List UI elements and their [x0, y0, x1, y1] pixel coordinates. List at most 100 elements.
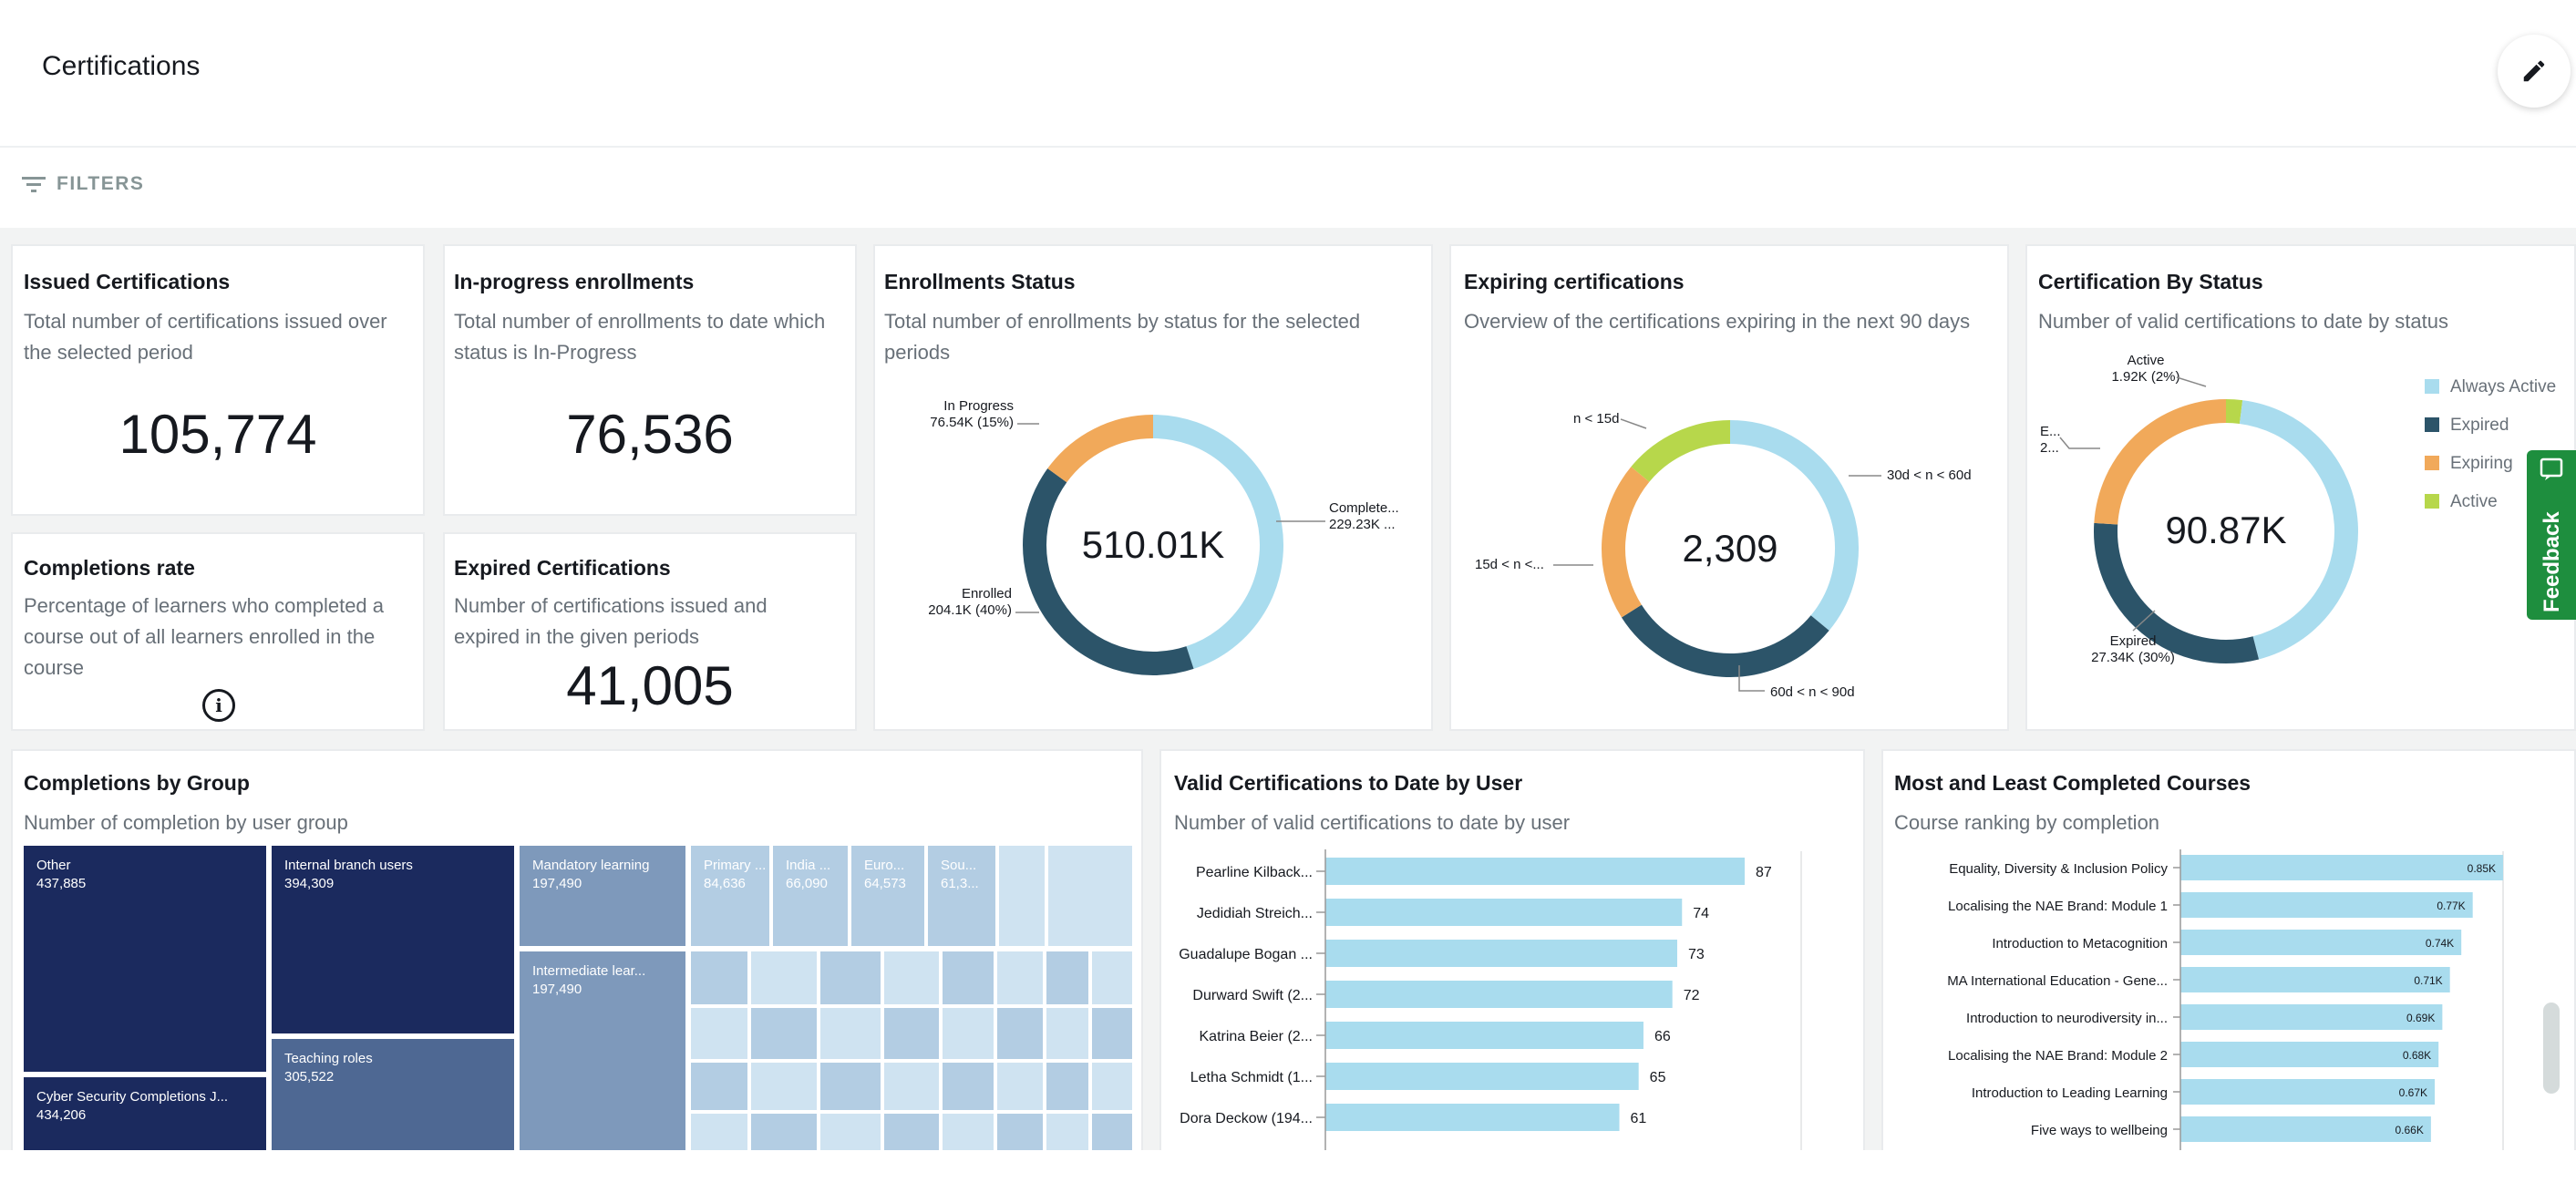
donut-slice[interactable] — [2094, 522, 2260, 663]
donut-slice[interactable] — [1621, 604, 1829, 677]
treemap-tile[interactable] — [820, 1008, 881, 1059]
donut-slice[interactable] — [1602, 467, 1650, 618]
treemap-tile[interactable] — [751, 951, 817, 1004]
donut-slice[interactable] — [1047, 415, 1154, 483]
treemap-tile[interactable] — [520, 846, 685, 946]
treemap-tile[interactable] — [1046, 1008, 1088, 1059]
treemap-tile[interactable] — [884, 1114, 939, 1156]
treemap-tile[interactable] — [751, 1063, 817, 1110]
treemap-tile[interactable] — [1046, 951, 1088, 1004]
donut-slice[interactable] — [1152, 415, 1283, 669]
treemap-tile[interactable] — [943, 1008, 994, 1059]
treemap-tile-label: Internal branch users — [284, 858, 413, 873]
card-title: Most and Least Completed Courses — [1894, 771, 2251, 795]
treemap-tile[interactable] — [1092, 951, 1132, 1004]
treemap-tile[interactable] — [691, 951, 747, 1004]
bar-value-label: 0.68K — [2403, 1049, 2431, 1062]
filters-button[interactable]: FILTERS — [22, 173, 144, 195]
donut-slice[interactable] — [1631, 420, 1731, 482]
bar[interactable] — [2180, 1004, 2443, 1030]
treemap-tile[interactable] — [820, 1063, 881, 1110]
bar[interactable] — [1325, 1104, 1620, 1131]
bar[interactable] — [1325, 899, 1683, 926]
treemap-tile[interactable] — [1046, 1114, 1088, 1156]
treemap-tile[interactable] — [997, 1114, 1043, 1156]
treemap-tile[interactable] — [884, 1063, 939, 1110]
bar-category-label: Five ways to wellbeing — [2031, 1123, 2168, 1138]
treemap-tile[interactable] — [884, 1008, 939, 1059]
pencil-icon — [2523, 60, 2545, 82]
treemap-tile[interactable] — [997, 1063, 1043, 1110]
treemap-tile[interactable] — [997, 1008, 1043, 1059]
bar-category-label: Introduction to neurodiversity in... — [1966, 1011, 2168, 1026]
feedback-tab[interactable]: Feedback — [2527, 450, 2576, 620]
donut-slice[interactable] — [2239, 400, 2358, 660]
bar[interactable] — [2180, 892, 2473, 918]
treemap-tile[interactable] — [884, 951, 939, 1004]
treemap-tile[interactable] — [851, 846, 924, 946]
treemap-tile[interactable] — [943, 1063, 994, 1110]
treemap-tile[interactable] — [1092, 1008, 1132, 1059]
treemap-tile[interactable] — [24, 846, 266, 1072]
treemap-tile[interactable] — [751, 1008, 817, 1059]
legend-swatch — [2425, 494, 2439, 509]
treemap-tile[interactable] — [943, 951, 994, 1004]
page-title: Certifications — [42, 51, 201, 81]
courses-bar-chart: Equality, Diversity & Inclusion Policy 0.… — [1947, 849, 2504, 1159]
donut-slice[interactable] — [2094, 399, 2227, 525]
treemap-tile[interactable] — [272, 846, 514, 1033]
treemap-tile[interactable] — [24, 1077, 266, 1156]
edit-button[interactable] — [2498, 35, 2571, 108]
info-icon[interactable]: i — [202, 689, 235, 722]
feedback-icon — [2540, 458, 2563, 480]
bar[interactable] — [1325, 981, 1673, 1008]
treemap-tile[interactable] — [999, 846, 1045, 946]
donut-slice[interactable] — [1023, 468, 1194, 675]
legend-label[interactable]: Expiring — [2450, 454, 2513, 473]
treemap-tile[interactable] — [997, 951, 1043, 1004]
treemap-tile[interactable] — [272, 1039, 514, 1156]
bar-category-label: Introduction to Metacognition — [1992, 936, 2168, 951]
scrollbar-thumb[interactable] — [2543, 1002, 2560, 1094]
treemap-tile-value: 197,490 — [532, 876, 582, 891]
treemap-tile[interactable] — [520, 951, 685, 1156]
bar[interactable] — [1325, 1063, 1639, 1090]
treemap-tile[interactable] — [691, 1063, 747, 1110]
treemap-tile[interactable] — [1092, 1114, 1132, 1156]
enrolled-value: 204.1K (40%) — [928, 602, 1012, 618]
legend-label[interactable]: Active — [2450, 492, 2498, 511]
bar-category-label: Letha Schmidt (1... — [1190, 1070, 1313, 1085]
bar[interactable] — [1325, 940, 1677, 967]
bar-value-label: 74 — [1693, 906, 1709, 921]
feedback-label: Feedback — [2540, 511, 2564, 612]
bar[interactable] — [1325, 858, 1745, 885]
bar[interactable] — [2180, 1042, 2439, 1067]
treemap-tile[interactable] — [691, 846, 769, 946]
treemap-tile[interactable] — [1092, 1063, 1132, 1110]
treemap-tile[interactable] — [751, 1114, 817, 1156]
expiring-value: 2... — [2040, 440, 2059, 456]
donut-slice[interactable] — [2225, 399, 2243, 424]
filter-icon — [22, 177, 46, 192]
treemap-tile[interactable] — [943, 1114, 994, 1156]
bar[interactable] — [1325, 1022, 1643, 1049]
card-description: Overview of the certifications expiring … — [1464, 310, 1971, 333]
treemap-tile[interactable] — [1048, 846, 1132, 946]
treemap-tile[interactable] — [928, 846, 995, 946]
bar[interactable] — [2180, 855, 2503, 880]
bar[interactable] — [2180, 1079, 2436, 1105]
bar[interactable] — [2180, 1116, 2431, 1142]
treemap-tile[interactable] — [773, 846, 848, 946]
donut-slice[interactable] — [1729, 420, 1859, 631]
treemap-tile[interactable] — [1046, 1063, 1088, 1110]
treemap-tile[interactable] — [820, 1114, 881, 1156]
treemap-tile[interactable] — [820, 951, 881, 1004]
bar[interactable] — [2180, 967, 2450, 992]
bar[interactable] — [2180, 930, 2462, 955]
treemap-tile[interactable] — [691, 1114, 747, 1156]
legend-label[interactable]: Always Active — [2450, 377, 2556, 396]
legend-label[interactable]: Expired — [2450, 416, 2509, 435]
card-title: Expiring certifications — [1464, 270, 1685, 293]
treemap-tile[interactable] — [691, 1008, 747, 1059]
bar-value-label: 0.77K — [2437, 900, 2465, 912]
